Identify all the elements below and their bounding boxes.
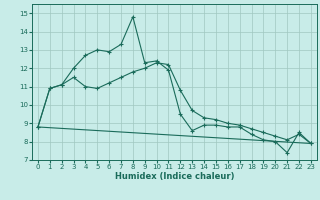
X-axis label: Humidex (Indice chaleur): Humidex (Indice chaleur) [115,172,234,181]
